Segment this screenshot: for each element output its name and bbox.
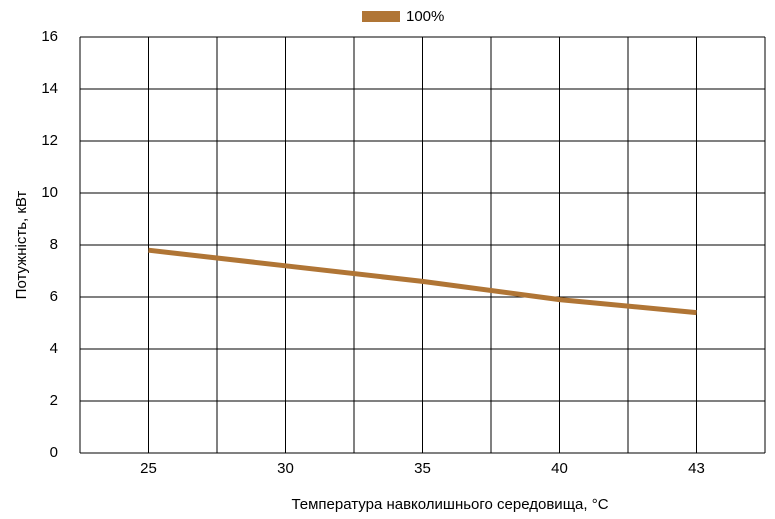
y-tick-label: 16 xyxy=(41,28,58,45)
y-axis-label: Потужність, кВт xyxy=(13,191,30,300)
y-tick-label: 4 xyxy=(50,340,58,357)
y-tick-label: 2 xyxy=(50,392,58,409)
x-tick-label: 25 xyxy=(140,460,157,477)
x-tick-label: 35 xyxy=(414,460,431,477)
legend-swatch xyxy=(362,11,400,22)
y-tick-label: 14 xyxy=(41,80,58,97)
x-axis-label: Температура навколишнього середовища, °C xyxy=(291,496,608,513)
y-tick-label: 6 xyxy=(50,288,58,305)
x-tick-label: 43 xyxy=(688,460,705,477)
legend-label: 100% xyxy=(406,8,444,25)
y-tick-label: 10 xyxy=(41,184,58,201)
x-tick-label: 40 xyxy=(551,460,568,477)
x-tick-label: 30 xyxy=(277,460,294,477)
line xyxy=(148,247,697,316)
y-tick-label: 8 xyxy=(50,236,58,253)
y-tick-label: 0 xyxy=(50,444,58,461)
y-tick-label: 12 xyxy=(41,132,58,149)
